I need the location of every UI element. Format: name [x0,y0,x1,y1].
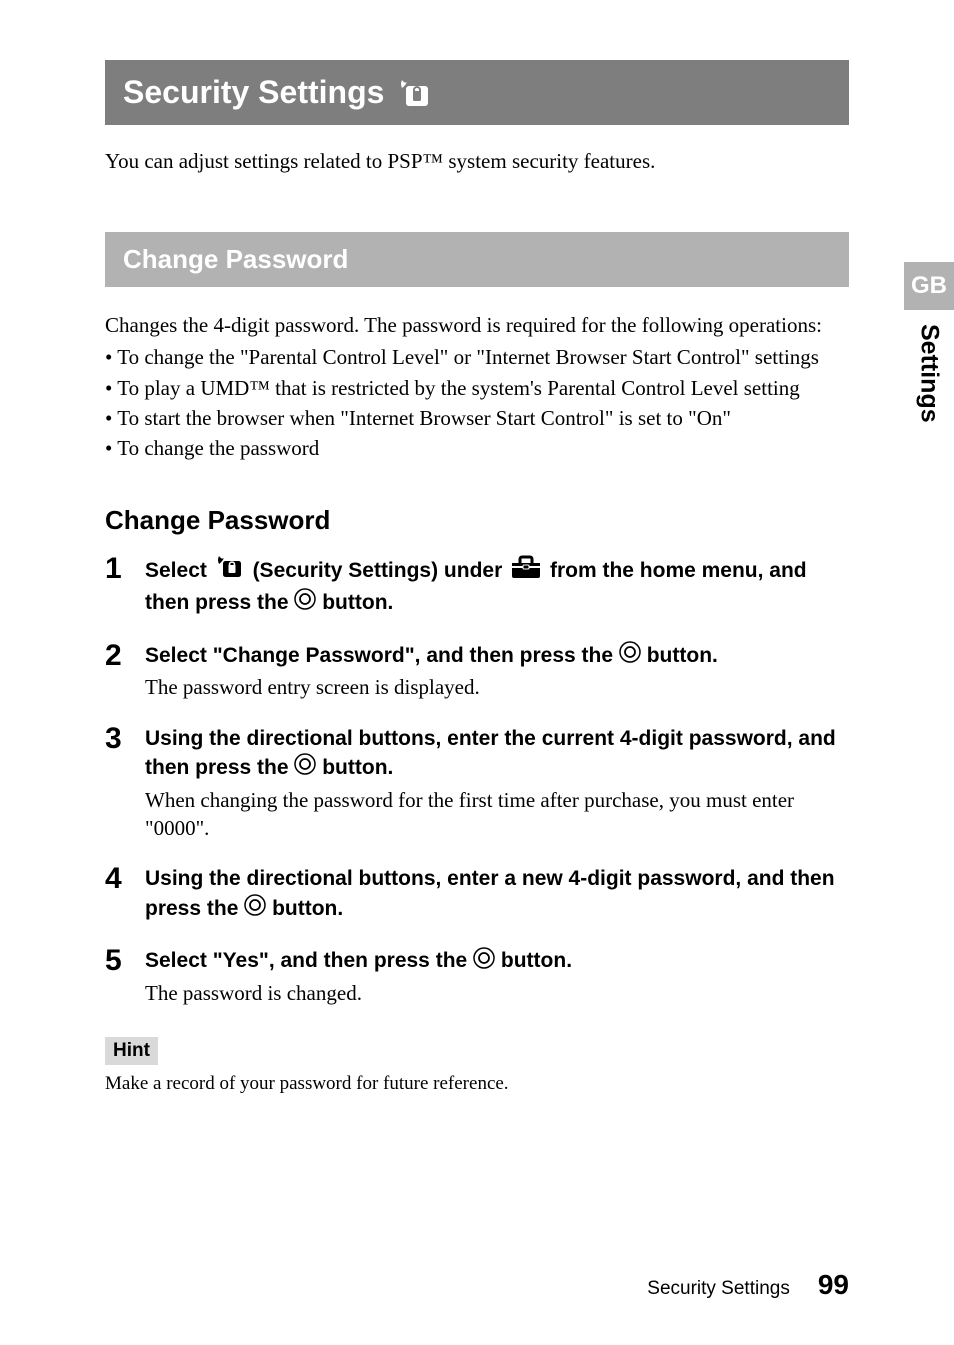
step-text: button. [647,644,718,667]
bullet-item: To start the browser when "Internet Brow… [105,404,849,432]
sub-heading: Change Password [105,505,849,536]
section-heading-text: Change Password [123,244,348,274]
page-footer: Security Settings 99 [647,1269,849,1301]
step-text: button. [322,756,393,779]
side-tab-region: GB [904,262,954,310]
bullet-item: To change the password [105,434,849,462]
step-number: 3 [105,724,127,754]
step-description: The password is changed. [145,979,849,1007]
security-settings-small-icon [215,555,245,587]
step-content: Using the directional buttons, enter the… [145,724,849,843]
security-settings-icon [396,78,432,108]
intro-text: You can adjust settings related to PSP™ … [105,149,849,174]
toolbox-icon [510,554,542,588]
section-intro-text: Changes the 4-digit password. The passwo… [105,311,849,339]
step-text: button. [501,949,572,972]
step-number: 5 [105,946,127,976]
step-content: Select (Security Settings) under [145,554,849,619]
step-number: 4 [105,864,127,894]
page-title-text: Security Settings [123,74,384,111]
side-tab: GB Settings [904,262,954,423]
step-title: Using the directional buttons, enter the… [145,724,849,784]
hint-text: Make a record of your password for futur… [105,1073,849,1095]
step-text: Select "Change Password", and then press… [145,644,619,667]
section-heading-bar: Change Password [105,232,849,287]
step-text: Select [145,558,213,581]
circle-button-icon [473,947,495,977]
step-title: Select "Yes", and then press the button. [145,946,849,977]
step-text: Select "Yes", and then press the [145,949,473,972]
side-tab-section: Settings [915,310,944,423]
bullet-item: To change the "Parental Control Level" o… [105,343,849,371]
step-content: Select "Yes", and then press the button.… [145,946,849,1007]
circle-button-icon [244,894,266,924]
hint-label: Hint [105,1037,158,1065]
step-number: 2 [105,641,127,671]
step-item: 3 Using the directional buttons, enter t… [105,724,849,843]
page-title-bar: Security Settings [105,60,849,125]
circle-button-icon [294,753,316,783]
step-item: 1 Select (Security Settings) under [105,554,849,619]
step-text: button. [322,591,393,614]
step-title: Select "Change Password", and then press… [145,641,849,672]
step-title: Select (Security Settings) under [145,554,849,619]
footer-page-number: 99 [818,1269,849,1301]
step-text: Using the directional buttons, enter the… [145,727,836,779]
step-content: Using the directional buttons, enter a n… [145,864,849,924]
step-text: (Security Settings) under [253,558,509,581]
footer-title: Security Settings [647,1278,790,1300]
step-title: Using the directional buttons, enter a n… [145,864,849,924]
step-item: 2 Select "Change Password", and then pre… [105,641,849,702]
step-text: button. [272,897,343,920]
circle-button-icon [294,588,316,618]
bullet-item: To play a UMD™ that is restricted by the… [105,374,849,402]
circle-button-icon [619,641,641,671]
step-content: Select "Change Password", and then press… [145,641,849,702]
step-number: 1 [105,554,127,584]
step-item: 5 Select "Yes", and then press the butto… [105,946,849,1007]
step-description: When changing the password for the first… [145,786,849,843]
step-description: The password entry screen is displayed. [145,673,849,701]
steps-list: 1 Select (Security Settings) under [105,554,849,1008]
step-item: 4 Using the directional buttons, enter a… [105,864,849,924]
bullet-list: To change the "Parental Control Level" o… [105,343,849,462]
